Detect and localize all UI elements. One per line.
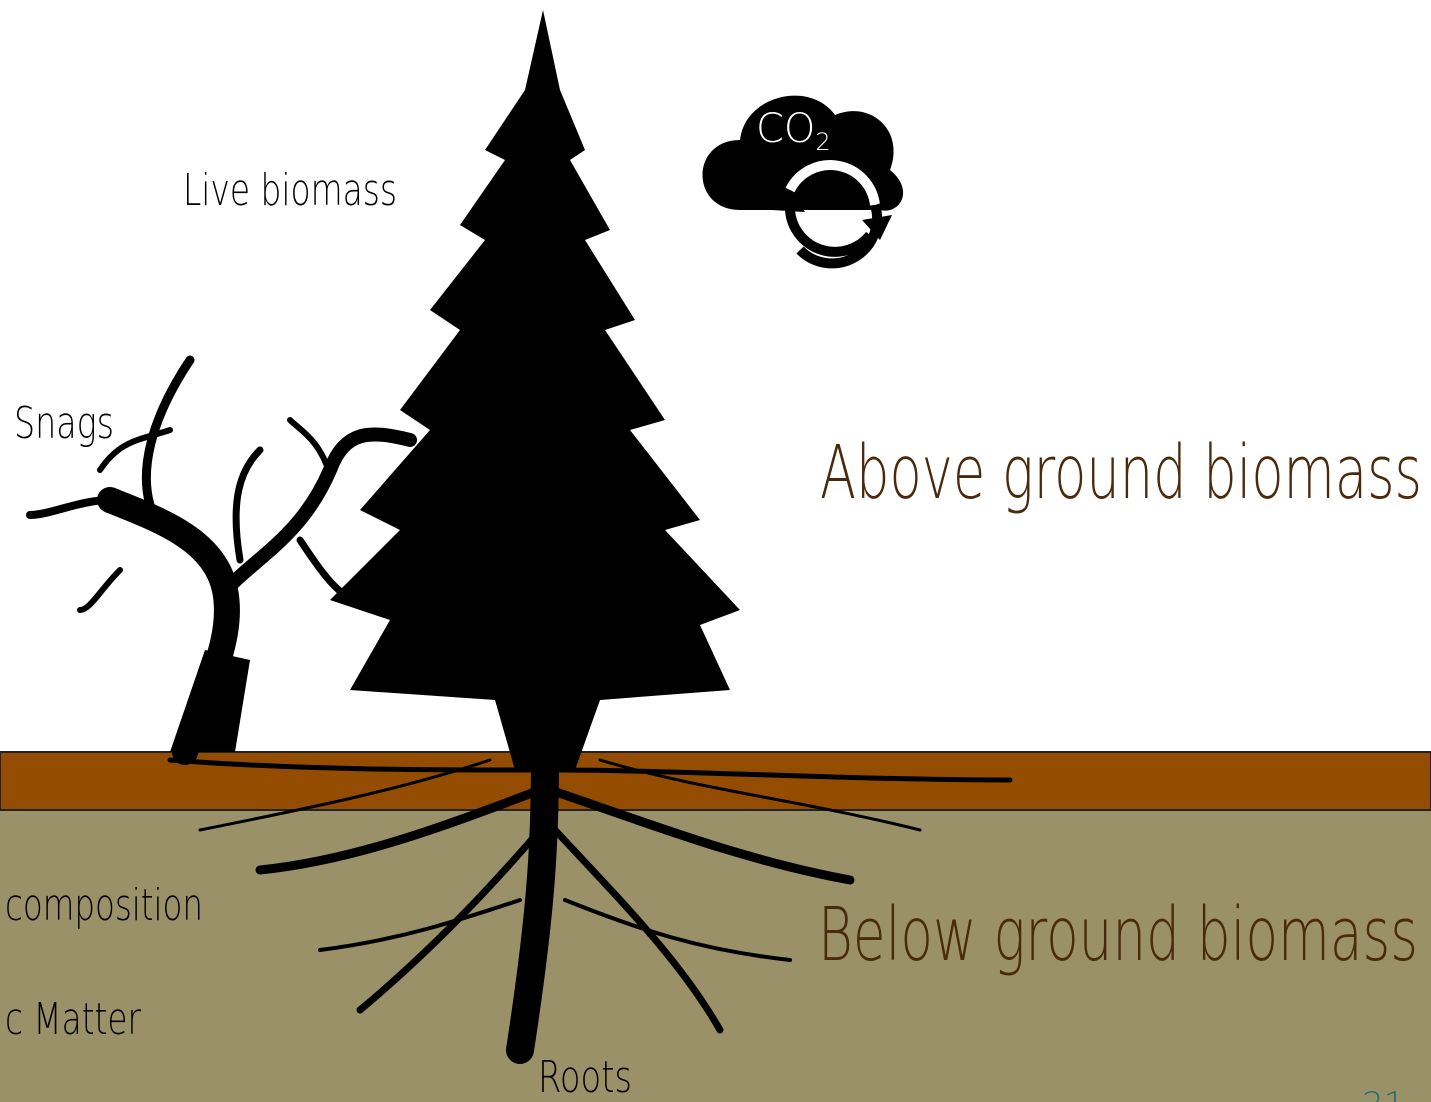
label-above-ground: Above ground biomass [820,430,1422,516]
co2-subscript: 2 [815,128,830,156]
label-organic-matter: c Matter [5,994,142,1045]
litter-layer [0,751,1431,811]
co2-text: CO [756,106,815,152]
co2-icon: CO2 [702,95,904,269]
label-decomposition: composition [5,880,203,931]
snag-trunk [170,650,250,752]
label-live-biomass: Live biomass [183,165,397,216]
label-snags: Snags [14,398,114,449]
label-roots: Roots [538,1052,632,1102]
roots [167,746,1013,1064]
soil-layer [0,810,1431,1102]
label-below-ground: Below ground biomass [818,892,1418,978]
page-number: 21 [1362,1085,1405,1102]
co2-label: CO2 [756,106,831,156]
spruce [330,10,740,770]
